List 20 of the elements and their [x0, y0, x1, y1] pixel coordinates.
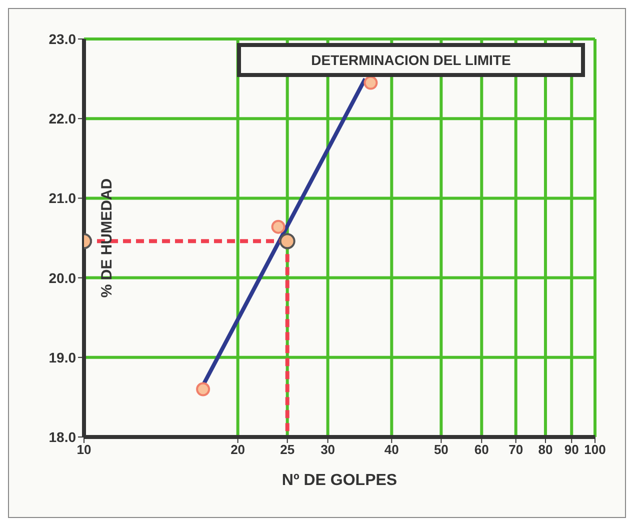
x-tick-label: 25	[280, 442, 295, 458]
y-axis-title: % DE HUMEDAD	[98, 178, 116, 298]
x-tick-label: 10	[76, 442, 92, 458]
y-tick-label: 19.0	[48, 349, 76, 366]
y-tick-label: 22.0	[48, 110, 76, 127]
x-tick-label: 40	[384, 442, 399, 458]
x-tick-label: 70	[508, 442, 524, 458]
x-tick-label: 50	[434, 442, 448, 458]
x-tick-label: 80	[538, 442, 553, 458]
x-tick-label: 20	[230, 442, 246, 458]
x-tick-label: 30	[320, 442, 336, 458]
x-tick-label: 100	[584, 442, 606, 458]
x-tick-label: 90	[564, 442, 579, 458]
x-tick-label: 60	[474, 442, 489, 458]
y-tick-label: 20.0	[48, 270, 76, 286]
y-tick-label: 18.0	[48, 428, 76, 445]
y-tick-label: 23.0	[48, 30, 76, 47]
x-axis-title: Nº DE GOLPES	[282, 472, 398, 489]
y-tick-label: 21.0	[48, 190, 76, 206]
text: DETERMINACION DEL LIMITE	[310, 52, 512, 68]
